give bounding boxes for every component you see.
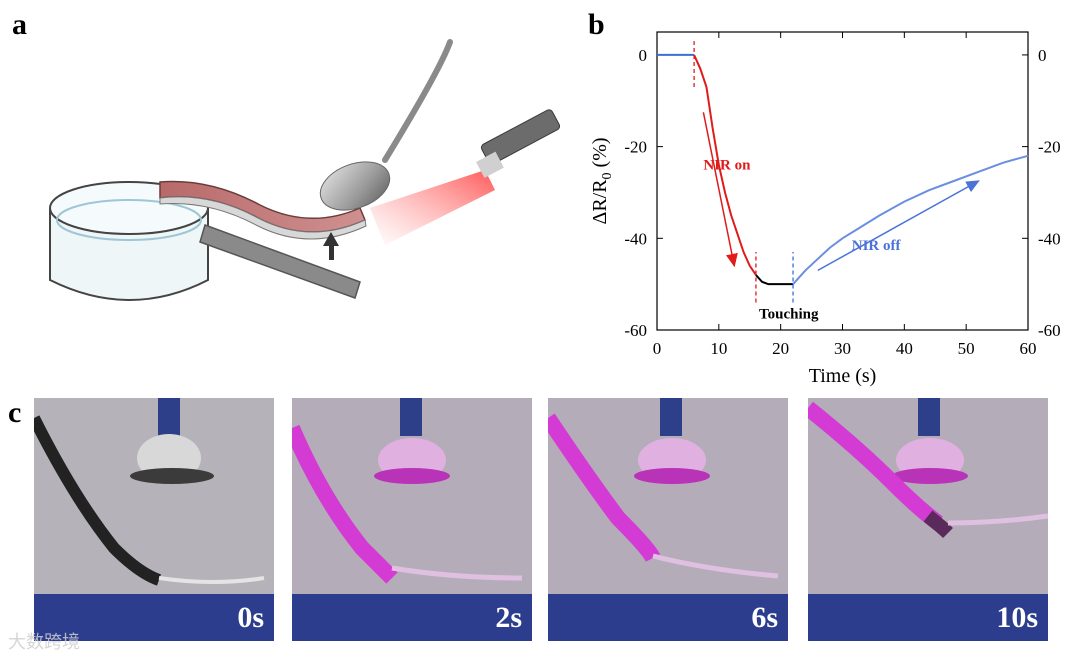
line-chart: 0 10 20 30 40 50 60 0 0 -20 -20 -40 -40 -60 -60 NIR on N…	[589, 31, 1061, 387]
spoon	[319, 39, 453, 211]
x-tick-label: 10	[710, 339, 727, 358]
series-line-3	[755, 274, 794, 286]
y-tick-label-right: -60	[1038, 321, 1061, 340]
panel-a-label: a	[12, 8, 27, 41]
schematic-illustration	[49, 39, 560, 301]
x-tick-label: 50	[958, 339, 975, 358]
plot-frame	[656, 31, 1029, 331]
annotation-label: NIR off	[852, 238, 902, 254]
watermark: 大数跨境	[8, 632, 80, 653]
photo-frame-3: 6s	[548, 398, 788, 641]
annotation-arrow	[702, 112, 738, 268]
x-tick-label: 30	[834, 339, 851, 358]
panel-c-label: c	[8, 396, 22, 429]
x-tick-label: 60	[1020, 339, 1037, 358]
y-tick-label-right: -20	[1038, 138, 1061, 157]
y-tick-label: -60	[624, 321, 647, 340]
y-tick-label-right: -40	[1038, 229, 1061, 248]
x-axis-label: Time (s)	[809, 365, 877, 387]
nir-laser	[475, 109, 560, 178]
time-label: 2s	[495, 601, 522, 634]
beaker	[49, 181, 209, 301]
nir-beam	[370, 170, 495, 245]
x-tick-label: 0	[653, 339, 662, 358]
time-label: 0s	[237, 601, 264, 634]
y-tick-label: -40	[624, 229, 647, 248]
support-strip	[199, 224, 361, 299]
x-tick-label: 20	[772, 339, 789, 358]
series-line-2	[693, 54, 757, 276]
series-line-4	[792, 154, 1029, 285]
photo-frame-4: 10s	[808, 398, 1048, 641]
photo-frame-2: 2s	[292, 398, 532, 641]
y-tick-label-right: 0	[1038, 46, 1047, 65]
annotation-label: Touching	[759, 307, 819, 323]
time-label: 6s	[751, 601, 778, 634]
annotation-arrow	[817, 180, 980, 272]
time-label: 10s	[996, 601, 1038, 634]
y-tick-label: 0	[639, 46, 648, 65]
panel-b-label: b	[588, 8, 605, 41]
x-tick-label: 40	[896, 339, 913, 358]
y-tick-label: -20	[624, 138, 647, 157]
photo-frame-1: 0s	[34, 398, 274, 641]
up-arrow-icon	[323, 232, 339, 260]
y-axis-label: ΔR/R0 (%)	[589, 137, 615, 224]
annotation-label: NIR on	[703, 158, 751, 174]
